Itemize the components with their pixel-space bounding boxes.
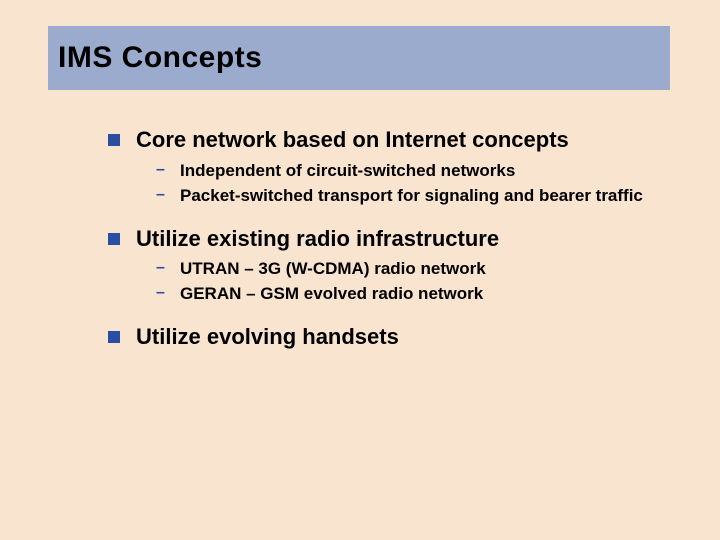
dash-bullet-icon: – (156, 185, 166, 206)
square-bullet-icon (108, 331, 120, 343)
dash-bullet-icon: – (156, 283, 166, 304)
sub-bullet-text: UTRAN – 3G (W-CDMA) radio network (180, 258, 486, 280)
sub-bullet-group: – Independent of circuit-switched networ… (156, 160, 670, 207)
title-band: IMS Concepts (48, 26, 670, 90)
bullet-level2: – GERAN – GSM evolved radio network (156, 283, 670, 305)
sub-bullet-text: GERAN – GSM evolved radio network (180, 283, 483, 305)
square-bullet-icon (108, 134, 120, 146)
bullet-level2: – Packet-switched transport for signalin… (156, 185, 670, 207)
slide-title: IMS Concepts (48, 41, 262, 75)
bullet-text: Utilize existing radio infrastructure (136, 225, 499, 253)
bullet-text: Utilize evolving handsets (136, 323, 399, 351)
bullet-level1: Utilize evolving handsets (108, 323, 670, 351)
bullet-level2: – UTRAN – 3G (W-CDMA) radio network (156, 258, 670, 280)
bullet-level1: Core network based on Internet concepts (108, 126, 670, 154)
bullet-level1: Utilize existing radio infrastructure (108, 225, 670, 253)
slide-content: Core network based on Internet concepts … (108, 126, 670, 351)
dash-bullet-icon: – (156, 258, 166, 279)
dash-bullet-icon: – (156, 160, 166, 181)
sub-bullet-text: Packet-switched transport for signaling … (180, 185, 643, 207)
sub-bullet-text: Independent of circuit-switched networks (180, 160, 515, 182)
bullet-level2: – Independent of circuit-switched networ… (156, 160, 670, 182)
bullet-text: Core network based on Internet concepts (136, 126, 569, 154)
square-bullet-icon (108, 233, 120, 245)
sub-bullet-group: – UTRAN – 3G (W-CDMA) radio network – GE… (156, 258, 670, 305)
